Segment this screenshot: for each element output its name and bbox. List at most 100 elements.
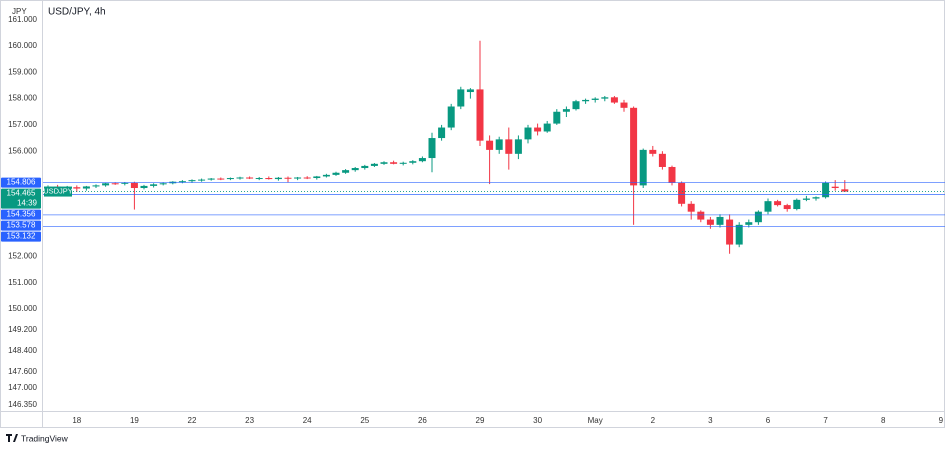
candle-body — [639, 149, 647, 186]
candle-body — [678, 182, 686, 204]
x-tick-label: 24 — [303, 416, 312, 425]
y-tick-label: 151.000 — [8, 278, 37, 287]
candle-body — [140, 185, 148, 189]
brand-logo — [6, 434, 18, 442]
candle-body — [486, 140, 494, 150]
candle-body — [159, 183, 167, 185]
candle-body — [687, 203, 695, 212]
y-tick-label: 147.000 — [8, 383, 37, 392]
x-tick-label: 23 — [245, 416, 254, 425]
candle-body — [601, 97, 609, 99]
y-tick-label: 158.000 — [8, 94, 37, 103]
x-tick-label: 25 — [360, 416, 369, 425]
x-tick-label: 30 — [533, 416, 542, 425]
candle-body — [188, 180, 196, 182]
x-tick-label: 22 — [188, 416, 197, 425]
x-tick-label: 6 — [766, 416, 771, 425]
candle-body — [428, 138, 436, 159]
candle-body — [370, 163, 378, 166]
candle-body — [303, 177, 311, 179]
x-tick-label: 29 — [476, 416, 485, 425]
y-tick-label: 157.000 — [8, 120, 37, 129]
price-badge — [1, 231, 41, 242]
symbol-badge — [44, 186, 72, 197]
candle-body — [130, 182, 138, 189]
candle-body — [226, 178, 234, 180]
candle-body — [745, 222, 753, 225]
candle-body — [111, 183, 119, 185]
price-badge — [1, 177, 41, 188]
x-tick-label: 8 — [881, 416, 886, 425]
y-tick-label: 156.000 — [8, 146, 37, 155]
frame — [0, 0, 945, 428]
chart-title[interactable]: USD/JPY, 4h — [48, 7, 106, 18]
candle-body — [802, 198, 810, 200]
last-price-label: 154.465 — [7, 189, 36, 198]
candle-body — [754, 211, 762, 223]
candle-body — [476, 89, 484, 141]
candle-body — [668, 166, 676, 183]
candle-body — [207, 178, 215, 180]
candle-body — [774, 201, 782, 206]
candle-body — [697, 211, 705, 220]
y-tick-label: 159.000 — [8, 67, 37, 76]
y-tick-label: 150.000 — [8, 304, 37, 313]
candle-body — [332, 172, 340, 175]
candle-body — [562, 109, 570, 112]
candle-body — [351, 168, 359, 171]
candle-body — [630, 107, 638, 186]
price-badge-label: 154.806 — [7, 178, 36, 187]
candle-body — [706, 219, 714, 225]
price-badge — [1, 188, 41, 209]
candle-body — [399, 162, 407, 164]
y-tick-label: 149.200 — [8, 325, 37, 334]
price-badge-label: 154.356 — [7, 210, 36, 219]
candle-body — [438, 127, 446, 139]
candle-body — [764, 201, 772, 212]
candle-body — [505, 139, 513, 154]
candle-body — [73, 187, 81, 189]
x-tick-label: 18 — [72, 416, 81, 425]
candle-body — [812, 197, 820, 199]
y-tick-label: 146.350 — [8, 400, 37, 409]
candle-body — [178, 181, 186, 183]
candle-body — [82, 186, 90, 189]
candle-body — [572, 101, 580, 110]
symbol-label: USDJPY — [43, 187, 73, 196]
y-tick-label: 148.400 — [8, 346, 37, 355]
candle-body — [466, 89, 474, 93]
candle-body — [822, 182, 830, 198]
candle-body — [831, 186, 839, 189]
price-badge — [1, 209, 41, 220]
price-badge-label: 153.578 — [7, 221, 36, 230]
candle-body — [92, 185, 100, 187]
candle-body — [610, 97, 618, 103]
candle-body — [246, 177, 254, 179]
y-tick-label: 161.000 — [8, 15, 37, 24]
x-tick-label: 19 — [130, 416, 139, 425]
price-badge — [1, 220, 41, 231]
candle-body — [322, 174, 330, 177]
candle-body — [390, 162, 398, 164]
candle-body — [620, 102, 628, 108]
candle-body — [418, 158, 426, 162]
candle-body — [274, 177, 282, 180]
x-tick-label: 2 — [651, 416, 656, 425]
candle-body — [514, 139, 522, 154]
candle-body — [524, 127, 532, 140]
candle-body — [121, 182, 129, 184]
x-tick-label: May — [588, 416, 603, 425]
candle-body — [582, 99, 590, 102]
candle-body — [150, 184, 158, 186]
candle-body — [380, 162, 388, 164]
candle-body — [841, 189, 849, 192]
candle-body — [553, 111, 561, 124]
candle-body — [265, 178, 273, 180]
candle-body — [735, 224, 743, 245]
candle-body — [361, 165, 369, 169]
candle-body — [783, 205, 791, 210]
candle-body — [658, 153, 666, 167]
candle-body — [255, 178, 263, 180]
